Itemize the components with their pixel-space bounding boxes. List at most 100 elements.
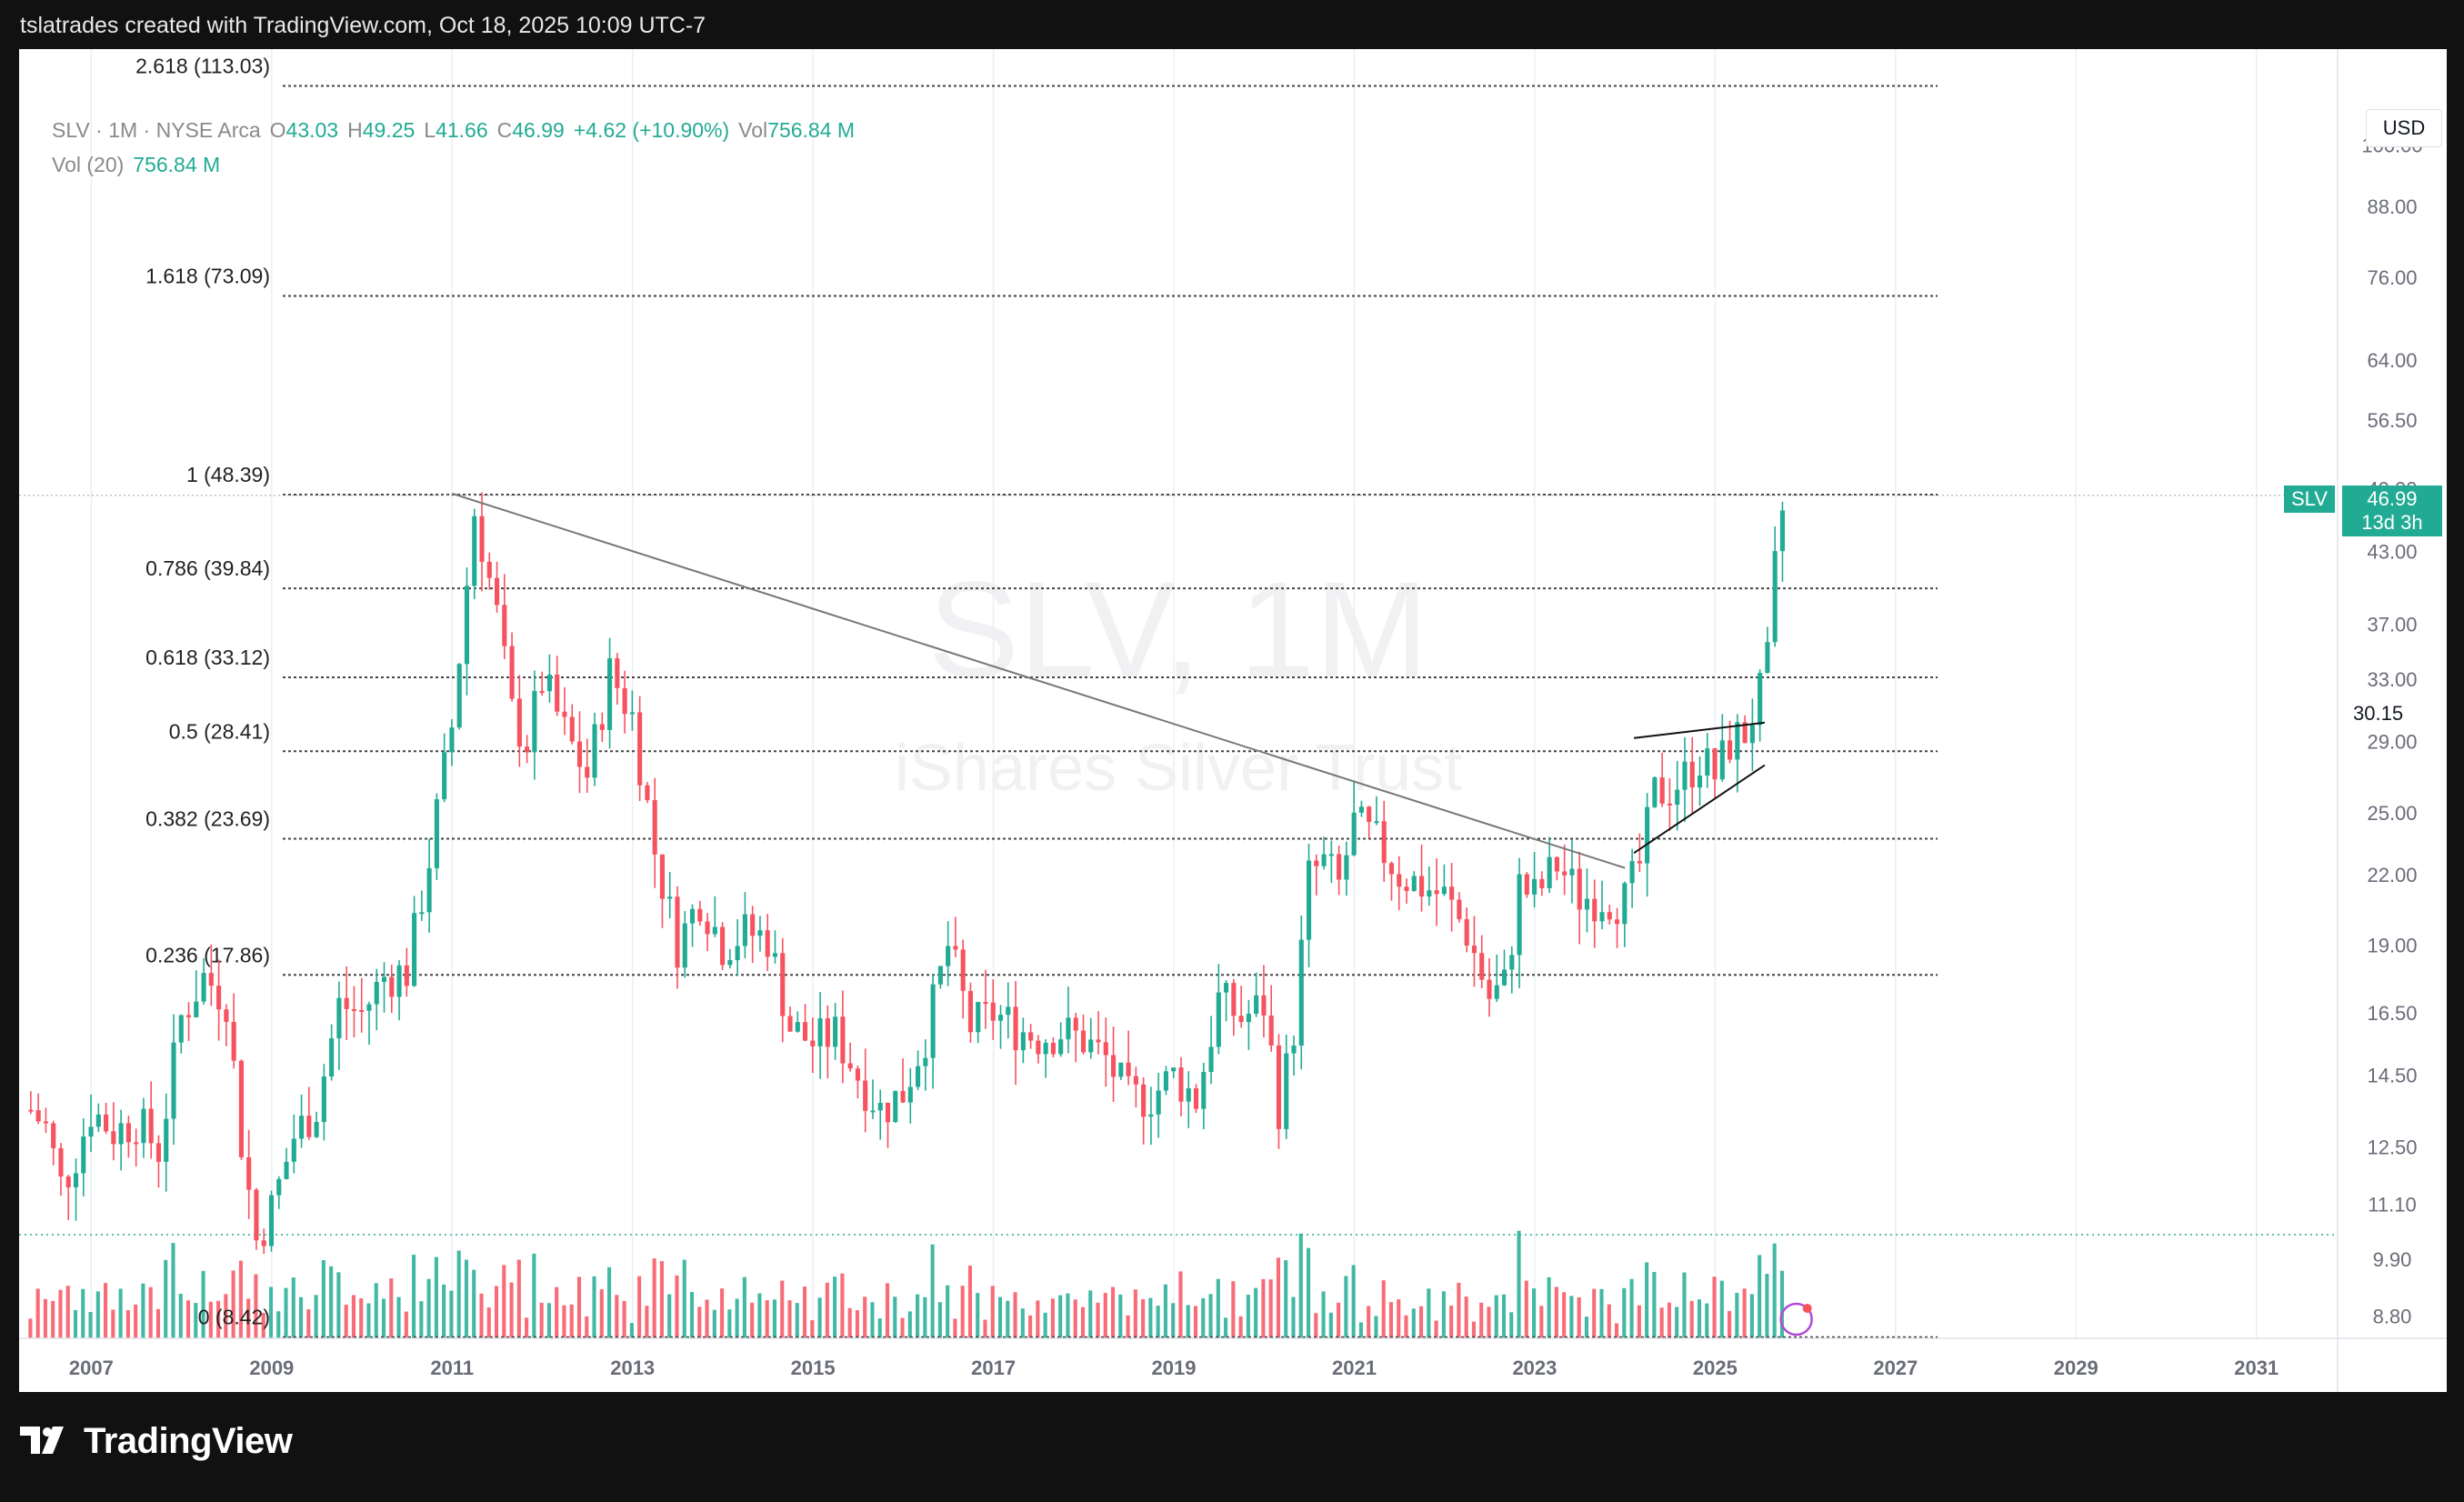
- volume-bar-124: [960, 1286, 965, 1338]
- volume-bar-86: [675, 1275, 679, 1338]
- candle-body-119: [923, 1057, 928, 1066]
- candle-body-142: [1096, 1039, 1101, 1043]
- volume-bar-216: [1652, 1271, 1657, 1338]
- candle-body-217: [1659, 777, 1665, 804]
- volume-bar-9: [95, 1291, 100, 1338]
- volume-bar-227: [1735, 1293, 1739, 1338]
- candle-body-210: [1607, 912, 1612, 920]
- trendline-downtrend: [451, 492, 1626, 869]
- volume-bar-142: [1096, 1302, 1100, 1338]
- tradingview-logo-icon: [20, 1426, 64, 1454]
- volume-bar-129: [997, 1297, 1003, 1338]
- volume-bar-11: [111, 1309, 115, 1338]
- candle-body-13: [125, 1123, 131, 1143]
- volume-bar-215: [1645, 1262, 1649, 1338]
- candle-body-190: [1457, 899, 1462, 919]
- volume-bar-173: [1328, 1312, 1333, 1338]
- top-bar: tslatrades created with TradingView.com,…: [0, 0, 2464, 49]
- candle-body-131: [1013, 1006, 1018, 1051]
- candle-body-10: [104, 1114, 109, 1132]
- volume-bar-107: [833, 1277, 837, 1338]
- volume-bar-169: [1298, 1233, 1303, 1338]
- candle-body-89: [697, 908, 703, 922]
- price-chart[interactable]: SLV, 1M iShares Silver Trust 0 (8.42) 0.2…: [19, 49, 2447, 1392]
- volume-bar-44: [359, 1297, 364, 1338]
- candle-body-104: [810, 1040, 816, 1046]
- candle-body-92: [720, 926, 726, 966]
- volume-bar-160: [1231, 1281, 1236, 1338]
- volume-bar-211: [1614, 1323, 1619, 1338]
- volume-bar-69: [546, 1303, 551, 1338]
- candle-body-118: [916, 1066, 921, 1087]
- candle-body-202: [1547, 856, 1552, 888]
- candle-body-70: [555, 674, 560, 712]
- candle-body-219: [1675, 789, 1680, 806]
- volume-bar-203: [1554, 1287, 1558, 1338]
- volume-bar-54: [434, 1257, 438, 1338]
- volume-bar-94: [735, 1298, 739, 1338]
- candle-body-51: [412, 913, 417, 986]
- fib-label-1: 0.236 (17.86): [145, 943, 270, 966]
- volume-bar-52: [419, 1301, 424, 1338]
- volume-bar-171: [1314, 1313, 1318, 1338]
- candle-body-75: [592, 724, 597, 778]
- candle-body-226: [1728, 740, 1733, 760]
- candle-body-164: [1261, 995, 1267, 1016]
- chart-panel[interactable]: SLV, 1M iShares Silver Trust 0 (8.42) 0.2…: [19, 49, 2447, 1392]
- volume-bar-102: [795, 1303, 799, 1338]
- volume-bar-183: [1404, 1315, 1408, 1338]
- candle-body-180: [1381, 821, 1387, 864]
- tradingview-logo[interactable]: TradingView: [20, 1421, 293, 1462]
- y-tick-56.50: 56.50: [2367, 409, 2417, 432]
- candle-body-218: [1667, 803, 1672, 806]
- candle-body-149: [1148, 1114, 1154, 1117]
- candle-body-133: [1028, 1032, 1034, 1041]
- candle-body-108: [840, 1016, 846, 1064]
- candle-body-73: [576, 741, 583, 767]
- candle-body-57: [456, 664, 462, 728]
- candle-body-151: [1163, 1071, 1169, 1091]
- candle-body-114: [885, 1103, 891, 1123]
- candle-body-69: [546, 674, 552, 692]
- candle-body-88: [689, 908, 696, 924]
- volume-bar-176: [1351, 1265, 1356, 1338]
- candle-body-4: [58, 1147, 64, 1177]
- candle-body-50: [404, 965, 409, 986]
- volume-bar-108: [840, 1273, 845, 1338]
- volume-bar-10: [104, 1283, 108, 1338]
- volume-bar-121: [937, 1302, 942, 1338]
- candle-body-224: [1712, 748, 1718, 780]
- candle-body-37: [306, 1116, 312, 1137]
- volume-bar-193: [1479, 1302, 1484, 1338]
- volume-bar-192: [1471, 1321, 1476, 1338]
- volume-bar-53: [426, 1278, 431, 1338]
- volume-bar-24: [208, 1301, 213, 1338]
- candle-body-146: [1126, 1062, 1131, 1076]
- candle-body-64: [509, 646, 515, 699]
- candle-body-207: [1584, 898, 1590, 910]
- candle-body-5: [65, 1176, 71, 1187]
- volume-bar-104: [810, 1320, 815, 1338]
- volume-bar-179: [1374, 1316, 1378, 1338]
- candle-body-33: [276, 1178, 282, 1196]
- candle-body-62: [494, 577, 500, 606]
- currency-button[interactable]: USD: [2366, 109, 2442, 147]
- candle-body-152: [1171, 1067, 1177, 1072]
- candle-body-156: [1201, 1071, 1207, 1109]
- candle-body-44: [359, 1010, 365, 1013]
- candle-body-120: [930, 984, 936, 1058]
- volume-bar-187: [1434, 1320, 1438, 1338]
- volume-bar-59: [472, 1269, 476, 1338]
- volume-bar-116: [900, 1317, 905, 1338]
- candle-body-38: [314, 1121, 319, 1137]
- volume-bar-23: [201, 1270, 205, 1338]
- volume-bar-96: [750, 1302, 755, 1338]
- volume-bar-180: [1381, 1280, 1386, 1338]
- volume-bar-92: [720, 1288, 725, 1338]
- volume-bar-202: [1547, 1277, 1551, 1338]
- volume-bar-217: [1659, 1307, 1664, 1338]
- candle-body-231: [1765, 642, 1770, 674]
- legend-vol: 756.84 M: [767, 117, 856, 142]
- volume-bar-127: [983, 1319, 987, 1338]
- volume-bar-87: [682, 1259, 686, 1338]
